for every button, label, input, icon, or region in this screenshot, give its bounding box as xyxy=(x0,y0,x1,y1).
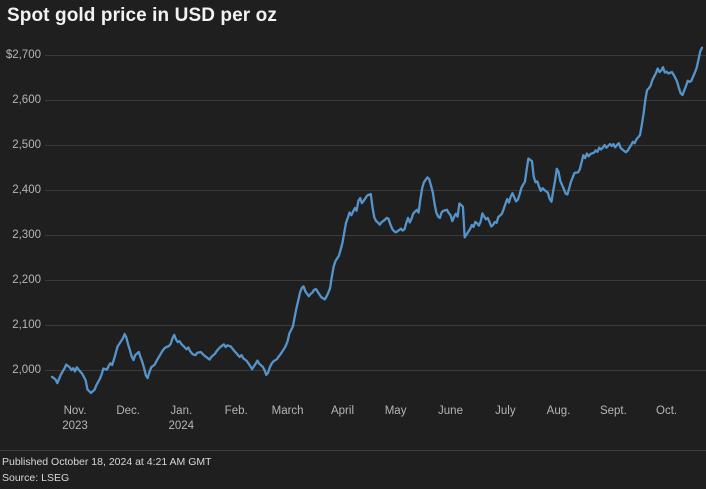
x-axis-month: March xyxy=(271,405,304,417)
footer-separator xyxy=(0,450,706,451)
x-axis-label: July xyxy=(495,404,515,419)
x-axis-month: July xyxy=(495,405,516,417)
x-axis-label: Nov. 2023 xyxy=(62,404,88,434)
x-axis-year: 2023 xyxy=(62,420,88,432)
source-attribution: Source: LSEG xyxy=(2,472,70,484)
x-axis-month: Feb. xyxy=(224,405,248,417)
x-axis-label: Aug. xyxy=(547,404,571,419)
gridlines-group xyxy=(45,55,706,371)
x-axis-month: Jan. xyxy=(170,405,193,417)
price-line xyxy=(50,46,704,395)
x-axis-month: Nov. xyxy=(63,405,87,417)
x-axis-month: June xyxy=(438,405,463,417)
x-axis-label: May xyxy=(385,404,407,419)
y-axis-label: 2,100 xyxy=(12,319,41,331)
x-axis-label: Feb. xyxy=(225,404,248,419)
y-axis-label: 2,300 xyxy=(12,229,41,241)
y-axis-label: 2,400 xyxy=(12,184,41,196)
x-axis-month: Oct. xyxy=(656,405,678,417)
y-axis-label: 2,600 xyxy=(12,94,41,106)
x-axis-label: Sept. xyxy=(600,404,627,419)
x-axis-label: Oct. xyxy=(656,404,677,419)
y-axis-label: 2,200 xyxy=(12,274,41,286)
x-axis-month: Aug. xyxy=(546,405,571,417)
x-axis-month: May xyxy=(384,405,407,417)
x-axis-year: 2024 xyxy=(168,420,195,432)
x-axis-label: Dec. xyxy=(116,404,140,419)
x-axis-label: Jan. 2024 xyxy=(169,404,195,434)
y-axis-label: 2,000 xyxy=(12,364,41,376)
published-timestamp: Published October 18, 2024 at 4:21 AM GM… xyxy=(2,456,212,468)
x-axis-label: June xyxy=(438,404,463,419)
x-axis-month: Sept. xyxy=(599,405,627,417)
x-axis-label: March xyxy=(272,404,304,419)
y-axis-label: 2,500 xyxy=(12,139,41,151)
x-axis-month: Dec. xyxy=(116,405,141,417)
x-axis-month: April xyxy=(330,405,355,417)
chart-title: Spot gold price in USD per oz xyxy=(7,5,277,26)
x-axis-label: April xyxy=(331,404,354,419)
y-axis-label: $2,700 xyxy=(5,49,41,61)
